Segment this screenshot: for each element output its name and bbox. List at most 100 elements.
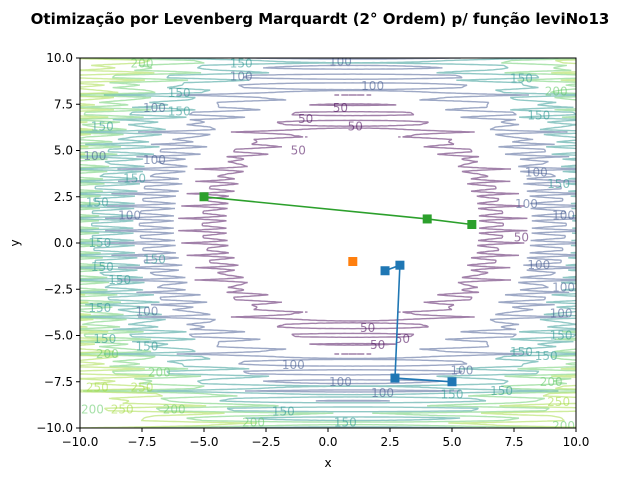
- contour-label: 50: [348, 119, 363, 133]
- contour-label: 100: [552, 280, 575, 294]
- contour-label: 150: [88, 236, 111, 250]
- x-tick-label: 7.5: [504, 435, 523, 449]
- contour-label: 150: [123, 171, 146, 185]
- contour-label: 250: [131, 380, 154, 394]
- series-1-point: [348, 257, 358, 266]
- x-axis-ticks: −10.0 −7.5 −5.0 −2.5 0.0 2.5 5.0 7.5 10.0: [62, 428, 590, 449]
- x-tick-label: −7.5: [127, 435, 156, 449]
- contour-level-200: [80, 58, 576, 428]
- contour-label: 100: [527, 258, 550, 272]
- contour-label: 200: [96, 347, 119, 361]
- contour-label: 50: [333, 101, 348, 115]
- contour-label: 200: [552, 419, 575, 433]
- contour-level-100: [105, 58, 576, 402]
- contour-labels: 1001502001001005050501502001501501001501…: [81, 55, 575, 433]
- x-tick-label: 2.5: [380, 435, 399, 449]
- contour-label: 150: [490, 384, 513, 398]
- contour-label: 200: [131, 57, 154, 71]
- contour-label: 150: [510, 71, 533, 85]
- contour-label: 100: [118, 208, 141, 222]
- contour-label: 200: [163, 403, 186, 417]
- series-2-point: [199, 192, 209, 202]
- contour-label: 250: [547, 395, 570, 409]
- contour-label: 100: [230, 70, 253, 84]
- contour-label: 100: [450, 364, 473, 378]
- contour-label: 200: [545, 84, 568, 98]
- series-layer: [199, 192, 477, 387]
- y-tick-label: −10.0: [36, 421, 73, 435]
- contour-label: 150: [510, 345, 533, 359]
- contour-label: 50: [360, 321, 375, 335]
- contour-label: 150: [527, 108, 550, 122]
- contour-label: 200: [540, 375, 563, 389]
- contour-label: 150: [535, 349, 558, 363]
- series-0-line: [384, 264, 453, 383]
- contour-label: 100: [143, 153, 166, 167]
- y-tick-label: −7.5: [44, 375, 73, 389]
- x-tick-label: 5.0: [442, 435, 461, 449]
- contour-label: 150: [88, 301, 111, 315]
- series-0-point: [380, 266, 390, 276]
- contour-label: 200: [148, 366, 171, 380]
- y-tick-label: 5.0: [54, 144, 73, 158]
- contour-level-50: [178, 94, 528, 355]
- contour-label: 150: [136, 340, 159, 354]
- contour-label: 150: [230, 57, 253, 71]
- contour-label: 150: [168, 86, 191, 100]
- contour-label: 100: [550, 306, 573, 320]
- series-2-point: [467, 220, 477, 229]
- contour-label: 200: [81, 403, 104, 417]
- series-0-point: [390, 373, 400, 383]
- y-axis-label: y: [8, 239, 22, 246]
- y-axis-ticks: −10.0 −7.5 −5.0 −2.5 0.0 2.5 5.0 7.5 10.0: [36, 51, 80, 435]
- contour-label: 150: [86, 195, 109, 209]
- contour-label: 50: [291, 144, 306, 158]
- x-tick-label: −2.5: [251, 435, 280, 449]
- x-tick-label: 0.0: [318, 435, 337, 449]
- y-tick-label: 2.5: [54, 190, 73, 204]
- contour-label: 150: [93, 332, 116, 346]
- contour-label: 100: [136, 304, 159, 318]
- contour-label: 50: [298, 112, 313, 126]
- x-axis-label: x: [324, 456, 331, 470]
- contour-label: 100: [143, 101, 166, 115]
- y-tick-label: −2.5: [44, 282, 73, 296]
- y-tick-label: 7.5: [54, 97, 73, 111]
- contour-label: 100: [83, 149, 106, 163]
- contour-label: 150: [441, 388, 464, 402]
- contour-label: 100: [329, 375, 352, 389]
- contour-label: 150: [272, 404, 295, 418]
- contour-label: 150: [334, 415, 357, 429]
- x-tick-label: 10.0: [563, 435, 590, 449]
- contour-label: 150: [91, 260, 114, 274]
- contour-label: 150: [168, 105, 191, 119]
- contour-label: 150: [143, 253, 166, 267]
- contour-label: 100: [329, 55, 352, 69]
- contour-label: 150: [547, 177, 570, 191]
- contour-label: 50: [395, 332, 410, 346]
- contour-level-150: [80, 58, 576, 428]
- contour-label: 100: [525, 166, 548, 180]
- y-tick-label: 10.0: [46, 51, 73, 65]
- series-0-point: [395, 260, 405, 270]
- contour-label: 100: [515, 197, 538, 211]
- chart-title: Otimização por Levenberg Marquardt (2° O…: [31, 10, 610, 28]
- contour-label: 50: [370, 338, 385, 352]
- y-tick-label: 0.0: [54, 236, 73, 250]
- contour-label: 150: [550, 329, 573, 343]
- contour-label: 50: [514, 230, 529, 244]
- contour-label: 250: [86, 380, 109, 394]
- contour-label: 150: [91, 119, 114, 133]
- x-tick-label: −5.0: [189, 435, 218, 449]
- contour-label: 100: [361, 79, 384, 93]
- contour-label: 200: [242, 415, 265, 429]
- series-2-point: [422, 214, 432, 224]
- contour-label: 100: [371, 386, 394, 400]
- x-tick-label: −10.0: [62, 435, 99, 449]
- y-tick-label: −5.0: [44, 329, 73, 343]
- contour-label: 150: [108, 273, 131, 287]
- plot-area: 1001502001001005050501502001501501001501…: [79, 55, 577, 433]
- contour-label: 100: [552, 208, 575, 222]
- series-0-point: [447, 377, 457, 387]
